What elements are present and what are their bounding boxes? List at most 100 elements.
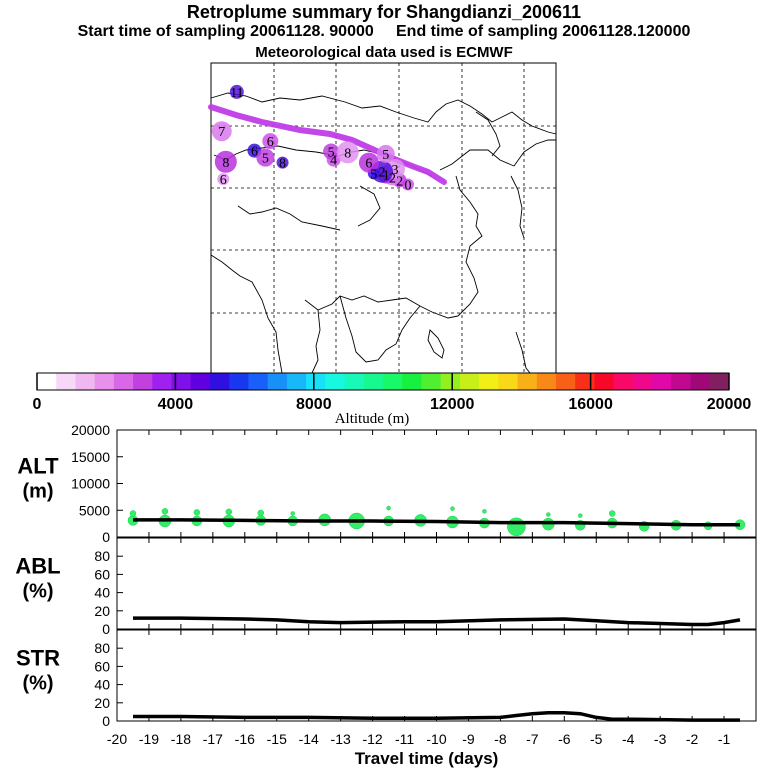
colorbar-cell <box>652 373 672 390</box>
altitude-point <box>608 510 616 517</box>
x-tick-label: -5 <box>590 731 603 747</box>
plume-day-label: 5 <box>382 148 389 163</box>
colorbar-cell <box>75 373 96 390</box>
plume-blob <box>336 141 359 164</box>
colorbar-cell <box>325 373 346 390</box>
colorbar-cell <box>575 373 595 390</box>
plume-day-label: 8 <box>222 156 229 171</box>
plume-track <box>208 104 447 185</box>
x-tick-label: -18 <box>171 731 191 747</box>
x-tick-label: -6 <box>558 731 571 747</box>
x-tick-label: -2 <box>686 731 699 747</box>
colorbar-cell <box>440 373 461 390</box>
time-series-panels: 05000100001500020000ALT(m)020406080ABL(%… <box>15 422 757 768</box>
colorbar-cell <box>632 373 653 390</box>
y-tick-label: 40 <box>94 677 110 693</box>
plume-blobs <box>211 84 415 191</box>
x-tick-label: -8 <box>494 731 507 747</box>
altitude-point <box>225 508 233 516</box>
colorbar-cell <box>267 373 288 390</box>
panel-frame-abl <box>116 537 757 630</box>
colorbar-cell <box>210 373 230 390</box>
panel-ylabel-unit: (m) <box>22 481 53 503</box>
x-tick-label: -17 <box>203 731 223 747</box>
x-tick-label: -20 <box>107 731 127 747</box>
y-tick-label: 20000 <box>71 422 110 438</box>
map-gridlines <box>211 63 556 373</box>
colorbar-cell <box>498 373 519 390</box>
y-tick-label: 60 <box>94 566 110 582</box>
y-tick-label: 80 <box>94 640 110 656</box>
sampling-time-line: Start time of sampling 20061128. 90000 E… <box>77 23 691 40</box>
x-tick-label: -14 <box>299 731 319 747</box>
x-tick-label: -13 <box>331 731 351 747</box>
colorbar-cell <box>536 373 557 390</box>
plume-day-label: 4 <box>330 154 337 169</box>
x-tick-label: -16 <box>235 731 255 747</box>
plume-day-label: 3 <box>392 163 399 178</box>
colorbar-label: Altitude (m) <box>335 411 410 427</box>
plume-day-label: 6 <box>365 157 372 172</box>
y-tick-label: 0 <box>102 621 110 637</box>
colorbar-cell <box>56 373 76 390</box>
colorbar-cell <box>671 373 692 390</box>
plume-day-label: 1 <box>383 169 390 184</box>
colorbar-tick-label: 20000 <box>707 396 752 413</box>
plume-day-label: 2 <box>396 174 403 189</box>
altitude-point <box>257 509 265 517</box>
x-tick-label: -4 <box>622 731 635 747</box>
x-tick-label: -15 <box>267 731 287 747</box>
plume-blob <box>256 148 275 167</box>
y-tick-label: 60 <box>94 658 110 674</box>
x-tick-label: -3 <box>654 731 667 747</box>
altitude-point <box>193 509 201 516</box>
str-line <box>133 711 740 722</box>
meteorological-data-line: Meteorological data used is ECMWF <box>255 44 513 61</box>
y-tick-label: 40 <box>94 585 110 601</box>
x-tick-label: -11 <box>395 731 414 747</box>
plume-day-label: 11 <box>230 86 243 101</box>
altitude-point <box>482 509 487 514</box>
colorbar-tick-label: 12000 <box>430 396 475 413</box>
colorbar-cell <box>383 373 403 390</box>
plume-day-label: 7 <box>218 125 225 140</box>
colorbar-cell <box>613 373 634 390</box>
x-tick-label: -12 <box>362 731 382 747</box>
plume-day-label: 5 <box>328 145 335 160</box>
colorbar-tick-label: 4000 <box>158 396 194 413</box>
altitude-point <box>290 511 295 516</box>
altitude-mean-line <box>133 518 740 527</box>
altitude-point <box>161 508 169 515</box>
plume-blob <box>214 150 237 173</box>
colorbar-cell <box>94 373 115 390</box>
x-tick-label: -9 <box>462 731 475 747</box>
colorbar-cell <box>190 373 211 390</box>
panel-ylabel: ABL <box>15 554 60 579</box>
y-tick-label: 20 <box>94 695 110 711</box>
abl-line <box>133 616 741 627</box>
colorbar-cell <box>152 373 173 390</box>
panel-ylabel-unit: (%) <box>22 581 53 603</box>
panel-ylabel: ALT <box>17 454 59 479</box>
plume-blob <box>217 173 230 186</box>
y-tick-label: 20 <box>94 603 110 619</box>
colorbar-cell <box>37 373 57 390</box>
colorbar-tick-label: 0 <box>33 396 42 413</box>
colorbar-cell <box>479 373 499 390</box>
colorbar-cell <box>459 373 480 390</box>
x-tick-label: -10 <box>426 731 446 747</box>
colorbar-cell <box>690 373 711 390</box>
plume-day-label: 6 <box>267 135 274 150</box>
plume-day-label: 5 <box>262 152 269 167</box>
x-tick-label: -7 <box>526 731 539 747</box>
plume-day-label: 8 <box>279 157 286 172</box>
plume-day-label: 0 <box>405 179 412 194</box>
x-tick-label: -1 <box>718 731 731 747</box>
altitude-point <box>450 506 455 511</box>
colorbar-cell <box>556 373 576 390</box>
colorbar-cell <box>286 373 307 390</box>
chart-title: Retroplume summary for Shangdianzi_20061… <box>186 2 582 22</box>
plume-blob <box>376 144 395 163</box>
